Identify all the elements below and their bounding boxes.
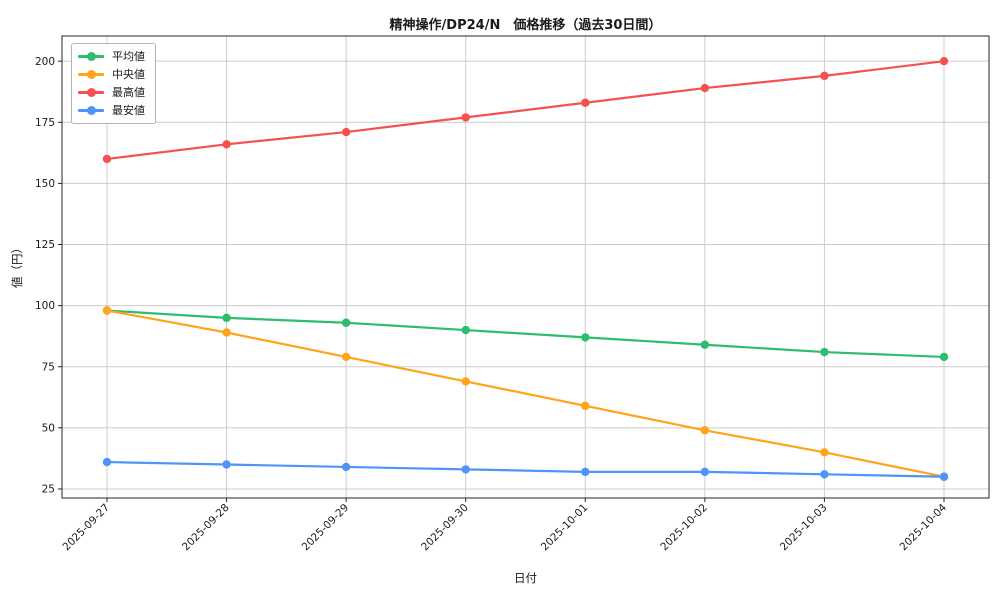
series-median-line: [105, 309, 946, 478]
legend-item-min: 最安値: [78, 103, 145, 118]
legend-item-median: 中央値: [78, 67, 145, 82]
y-tick-label: 75: [42, 361, 55, 373]
series-median-point: [341, 352, 351, 362]
series-max-point: [700, 83, 710, 93]
series-median-point: [461, 377, 470, 386]
y-tick-label: 50: [42, 422, 55, 434]
y-tick-label: 175: [35, 117, 55, 129]
legend-line-dot-icon: [78, 87, 104, 98]
series-avg-point: [939, 352, 949, 362]
series-avg-point: [700, 340, 710, 349]
series-max-point: [102, 154, 112, 164]
series-min-point: [222, 460, 231, 469]
legend-line-dot-icon: [78, 51, 104, 62]
series-max-point: [581, 98, 590, 107]
x-axis-label: 日付: [514, 571, 537, 585]
series-avg-point: [461, 325, 470, 335]
series-max-point: [939, 56, 949, 66]
y-tick-label: 200: [35, 56, 55, 68]
legend-item-avg: 平均値: [78, 49, 145, 64]
series-max-point: [461, 113, 470, 122]
series-median-point: [820, 448, 829, 457]
legend-line-dot-icon: [78, 105, 104, 116]
series-avg-point: [341, 318, 351, 327]
legend-item-label: 最安値: [112, 104, 145, 117]
series-max-point: [820, 71, 829, 81]
series-avg-line: [105, 309, 946, 359]
series-median-point: [700, 426, 710, 435]
y-axis-label: 値（円）: [10, 242, 24, 288]
series-min-point: [102, 457, 112, 467]
series-max-point: [222, 140, 231, 149]
series-avg-point: [581, 333, 590, 342]
series-min-point: [581, 467, 590, 477]
series-min-point: [939, 472, 949, 481]
series-min-point: [341, 462, 351, 472]
chart-legend: 平均値中央値最高値最安値: [71, 43, 156, 124]
legend-item-label: 中央値: [112, 68, 145, 81]
plot-border: [61, 35, 990, 499]
series-max-point: [341, 127, 351, 137]
series-min-point: [820, 470, 829, 479]
legend-item-max: 最高値: [78, 85, 145, 100]
series-median-point: [222, 328, 231, 337]
chart-title: 精神操作/DP24/N 価格推移（過去30日間）: [389, 18, 662, 33]
y-tick-label: 125: [35, 239, 55, 251]
y-tick-label: 25: [42, 484, 55, 496]
legend-item-label: 最高値: [112, 86, 145, 99]
legend-line-dot-icon: [78, 69, 104, 80]
y-tick-label: 150: [35, 178, 55, 190]
y-tick-label: 100: [35, 300, 55, 312]
series-min-point: [700, 467, 710, 477]
series-min-point: [461, 465, 470, 474]
series-min-line: [105, 460, 946, 478]
legend-item-label: 平均値: [112, 50, 145, 63]
series-max-line: [105, 60, 946, 161]
series-median-point: [581, 401, 590, 411]
series-median-point: [102, 306, 112, 315]
series-avg-point: [820, 347, 829, 357]
series-avg-point: [222, 313, 231, 323]
